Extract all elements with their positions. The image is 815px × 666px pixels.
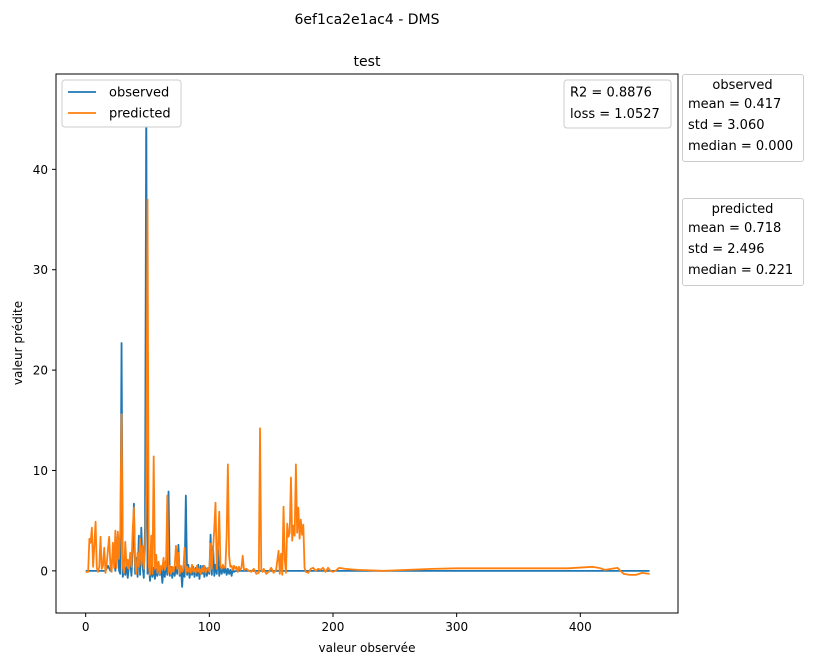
x-tick-label: 100	[198, 620, 221, 634]
x-tick-label: 0	[82, 620, 90, 634]
metric-loss: loss = 1.0527	[570, 107, 660, 122]
legend: observed predicted	[61, 79, 182, 128]
x-tick-label: 200	[322, 620, 345, 634]
x-axis-label: valeur observée	[319, 641, 416, 655]
metrics-box: R2 = 0.8876 loss = 1.0527	[563, 79, 672, 129]
y-tick-label: 10	[33, 464, 48, 478]
chart-title: test	[354, 54, 381, 70]
legend-label-observed: observed	[109, 86, 169, 101]
metrics-frame	[563, 79, 672, 129]
observed-stat-mean: mean = 0.417	[688, 97, 782, 112]
predicted-stat-mean: mean = 0.718	[688, 221, 782, 236]
observed-stat-median: median = 0.000	[688, 139, 794, 154]
y-tick-label: 20	[33, 364, 48, 378]
predicted-stats-box: predicted mean = 0.718 std = 2.496 media…	[682, 198, 804, 286]
observed-stats-box: observed mean = 0.417 std = 3.060 median…	[682, 74, 804, 162]
x-tick-label: 300	[445, 620, 468, 634]
plot-frame	[55, 73, 679, 614]
observed-stats-title: observed	[712, 78, 773, 93]
x-tick-label: 400	[569, 620, 592, 634]
predicted-stats-title: predicted	[711, 202, 774, 217]
y-axis-label: valeur prédite	[11, 301, 25, 385]
predicted-stat-median: median = 0.221	[688, 263, 794, 278]
observed-stat-std: std = 3.060	[688, 118, 765, 133]
metric-r2: R2 = 0.8876	[570, 86, 652, 101]
y-tick-label: 0	[40, 564, 48, 578]
y-tick-label: 40	[33, 163, 48, 177]
series-line-predicted	[85, 198, 650, 576]
chart-suptitle: 6ef1ca2e1ac4 - DMS	[295, 12, 440, 28]
series-line-observed	[85, 93, 650, 588]
legend-label-predicted: predicted	[109, 107, 171, 122]
predicted-stat-std: std = 2.496	[688, 242, 765, 257]
y-tick-label: 30	[33, 263, 48, 277]
